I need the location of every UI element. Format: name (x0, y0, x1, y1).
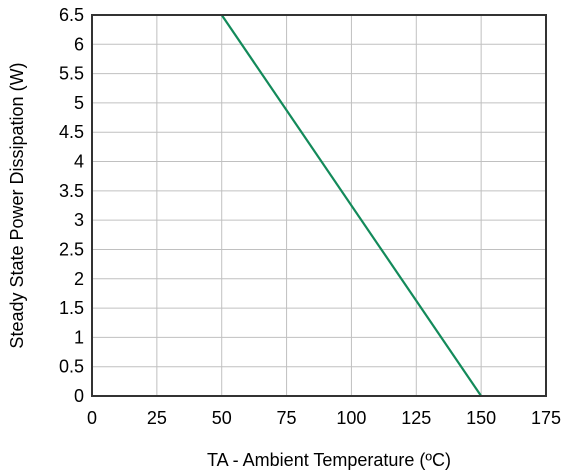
plot-frame (91, 14, 547, 397)
series-line (220, 14, 483, 397)
grid (91, 14, 547, 397)
y-tick-label: 2.5 (59, 239, 84, 259)
x-tick-label: 150 (466, 408, 496, 428)
y-tick-label: 5.5 (59, 64, 84, 84)
x-tick-label: 175 (531, 408, 561, 428)
series (220, 14, 483, 397)
y-tick-label: 6.5 (59, 5, 84, 25)
x-tick-label: 100 (336, 408, 366, 428)
x-axis-title: TA - Ambient Temperature (ºC) (207, 450, 451, 470)
x-tick-label: 25 (147, 408, 167, 428)
x-tick-label: 125 (401, 408, 431, 428)
y-tick-label: 0 (74, 386, 84, 406)
x-axis-ticks: 0 25 50 75 100 125 150 175 (87, 408, 561, 428)
y-tick-label: 2 (74, 269, 84, 289)
y-tick-label: 4 (74, 152, 84, 172)
y-tick-label: 5 (74, 93, 84, 113)
y-tick-label: 0.5 (59, 357, 84, 377)
y-tick-label: 1.5 (59, 298, 84, 318)
y-axis-title: Steady State Power Dissipation (W) (7, 62, 27, 348)
y-tick-label: 3.5 (59, 181, 84, 201)
y-tick-label: 3 (74, 210, 84, 230)
y-tick-label: 6 (74, 34, 84, 54)
y-tick-label: 4.5 (59, 122, 84, 142)
x-tick-label: 0 (87, 408, 97, 428)
y-tick-label: 1 (74, 327, 84, 347)
x-tick-label: 75 (277, 408, 297, 428)
x-tick-label: 50 (212, 408, 232, 428)
y-axis-ticks: 0 0.5 1 1.5 2 2.5 3 3.5 4 4.5 5 5.5 6 6.5 (59, 5, 84, 406)
